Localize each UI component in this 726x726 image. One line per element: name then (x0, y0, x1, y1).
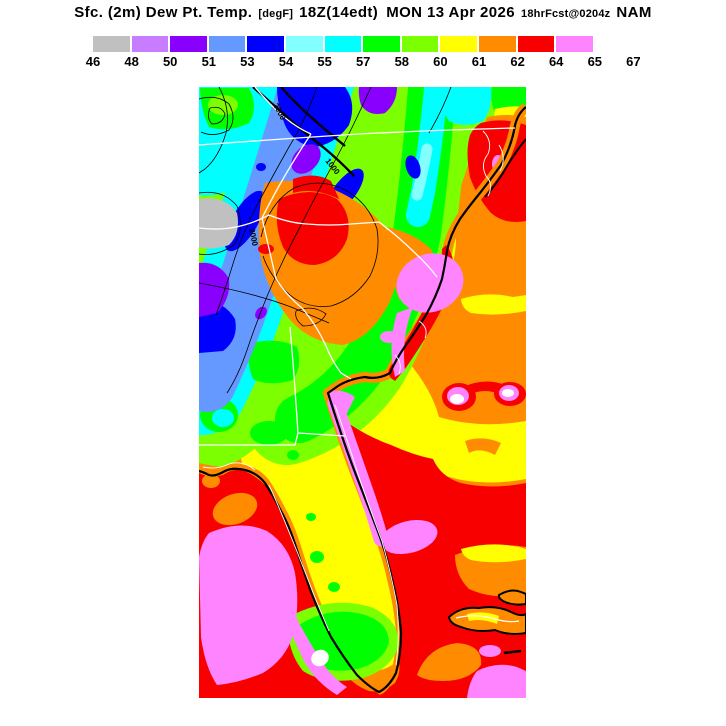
panhandle-cyan-spot (212, 409, 234, 427)
legend-swatch-46-48 (93, 36, 130, 52)
eye-west-white-center (450, 394, 464, 404)
legend-tick-55: 55 (317, 54, 332, 69)
florida-green-fleck-c (287, 450, 299, 460)
bahama-island (497, 589, 526, 606)
offshore-pink-blob (396, 253, 464, 313)
legend-tick-60: 60 (433, 54, 448, 69)
valid-date: MON 13 Apr 2026 (386, 4, 516, 21)
legend-swatch-row (93, 36, 633, 52)
gulf-orange-patch-b (202, 474, 220, 488)
purple-patch-west (199, 262, 230, 317)
legend-swatch-58-60 (401, 36, 439, 52)
legend-swatch-51-53 (208, 36, 246, 52)
yellow-band-orange-streak (465, 438, 501, 455)
legend-tick-46: 46 (85, 54, 101, 69)
legend-swatch-50-51 (170, 36, 207, 52)
red-fleck (258, 244, 274, 254)
legend-tick-54: 54 (278, 54, 294, 69)
pink-fleck-coast (380, 331, 398, 343)
island-dash (503, 649, 522, 655)
legend-swatch-65-67 (594, 36, 632, 52)
legend-tick-53: 53 (240, 54, 255, 69)
legend-swatch-62-64 (517, 36, 555, 52)
eye-red-bridge (463, 381, 505, 395)
southeast-pink-fleck (479, 645, 501, 657)
legend-tick-67: 67 (626, 54, 641, 69)
legend-swatch-57-58 (363, 36, 400, 52)
legend-tick-51: 51 (201, 54, 217, 69)
product-name: Sfc. (2m) Dew Pt. Temp. (74, 4, 253, 21)
legend-tick-61: 61 (471, 54, 487, 69)
northeast-corner-cyan (439, 87, 492, 125)
gulf-white-maximum (311, 649, 329, 667)
map-canvas: 2000 2000 1000 (199, 87, 526, 698)
gulf-orange-patch-a (212, 492, 258, 526)
southeast-corner-pink (467, 664, 526, 698)
atlantic-yellow-streak (461, 294, 526, 315)
legend-tick-62: 62 (510, 54, 525, 69)
legend-tick-58: 58 (394, 54, 410, 69)
legend-swatch-55-57 (324, 36, 362, 52)
forecast-info: 18hrFcst@0204z (521, 8, 611, 20)
map-title: Sfc. (2m) Dew Pt. Temp. [degF] 18Z(14edt) M… (0, 4, 726, 26)
legend-swatch-48-50 (131, 36, 169, 52)
valid-hour: 18Z(14edt) (299, 4, 379, 21)
county-lines (202, 130, 504, 666)
florida-green-fleck-d (306, 513, 316, 521)
atlantic-orange-patch-b (417, 643, 482, 681)
piedmont-red-core (276, 192, 349, 265)
blue-fleck (256, 163, 266, 171)
eye-east-white-center (502, 389, 514, 397)
legend-tick-65: 65 (587, 54, 603, 69)
legend-tick-50: 50 (162, 54, 178, 69)
florida-east-coast-pink-strip (327, 395, 389, 547)
state-borders (199, 87, 516, 446)
atlantic-pink-patch (380, 519, 438, 555)
isolated-blue-spot (405, 155, 421, 179)
legend-swatch-53-54 (247, 36, 284, 52)
contour-label-2000-b: 2000 (247, 228, 260, 248)
legend-swatch-60-61 (440, 36, 477, 52)
legend-swatch-54-55 (285, 36, 323, 52)
florida-green-fleck-a (310, 551, 324, 563)
model-name: NAM (616, 4, 652, 21)
purple-fleck-a (255, 306, 267, 320)
color-legend: 46 48 50 51 53 54 55 57 58 60 61 62 64 65 67 (86, 36, 653, 72)
southwest-georgia-green (248, 340, 300, 384)
panhandle-green-east (250, 421, 288, 445)
legend-tick-57: 57 (355, 54, 371, 69)
gray-driest-patch (199, 198, 238, 249)
legend-swatch-64-65 (556, 36, 593, 52)
corner-chartreuse-core (208, 95, 238, 115)
units: [degF] (258, 8, 294, 20)
florida-tip-orange (345, 659, 400, 692)
gulf-pink-blob (199, 525, 298, 685)
cuba-white-line (455, 615, 520, 623)
diagonal-palecyan-core (411, 143, 433, 201)
piedmont-red-arm (293, 175, 339, 199)
florida-east-coast-pink-cap (327, 390, 355, 429)
legend-swatch-61-62 (478, 36, 516, 52)
purple-patch-mid (291, 144, 321, 174)
dewpoint-contour-map: 2000 2000 1000 (199, 87, 526, 698)
legend-tick-64: 64 (548, 54, 564, 69)
legend-tick-row: 46 48 50 51 53 54 55 57 58 60 61 62 64 65 67 (86, 54, 653, 70)
legend-tick-48: 48 (124, 54, 139, 69)
florida-green-fleck-b (328, 582, 340, 592)
atlantic-yellow-streak-south (461, 544, 526, 563)
